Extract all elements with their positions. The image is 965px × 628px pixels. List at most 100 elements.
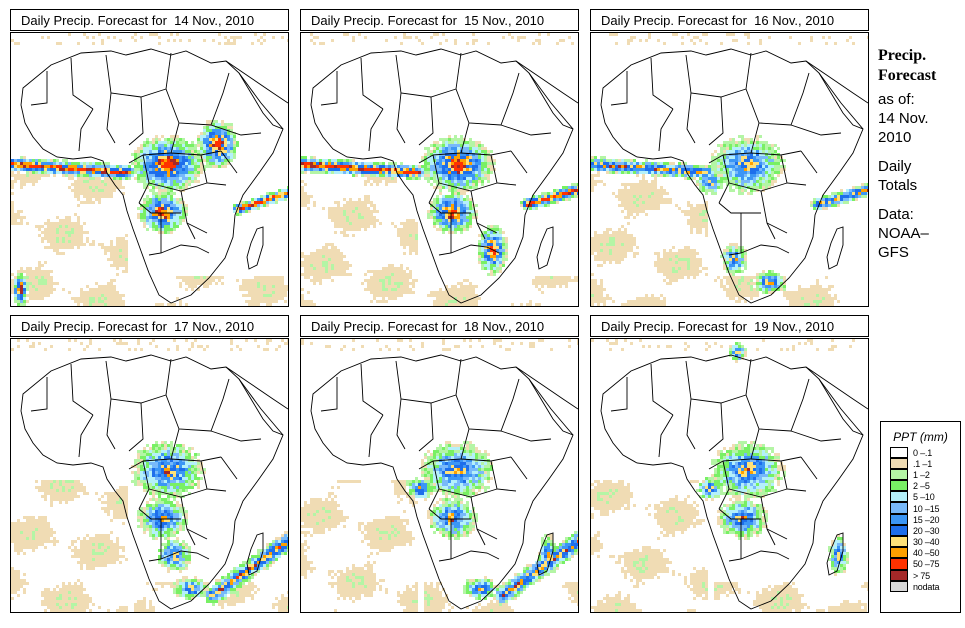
country-border: [745, 358, 752, 396]
country-border: [510, 456, 528, 480]
country-border: [500, 72, 520, 126]
legend-swatch: [890, 457, 908, 469]
legend-title: PPT (mm): [893, 430, 948, 444]
legend-label: 50 –75: [913, 559, 940, 570]
legend-swatch: [890, 524, 908, 536]
country-border: [138, 508, 181, 520]
data-source-line3: GFS: [878, 244, 909, 261]
legend-item: 40 –50: [890, 547, 960, 559]
legend-item: .1 –1: [890, 457, 960, 469]
precip-field: [11, 339, 288, 612]
panel-title: Daily Precip. Forecast for 17 Nov., 2010: [10, 315, 289, 337]
legend-label: nodata: [913, 581, 940, 592]
africa-map: [591, 33, 868, 306]
panel-title: Daily Precip. Forecast for 16 Nov., 2010: [590, 9, 869, 31]
country-border: [186, 528, 196, 546]
country-border: [418, 402, 434, 452]
country-border: [70, 57, 94, 110]
country-border: [368, 414, 384, 458]
country-border: [220, 456, 238, 480]
country-border: [418, 154, 434, 164]
country-border: [685, 54, 747, 98]
africa-coastline: [20, 354, 284, 610]
country-border: [180, 496, 208, 540]
country-border: [428, 202, 471, 214]
country-border: [210, 72, 230, 126]
legend-label: 1 –2: [913, 469, 930, 480]
country-border: [78, 414, 94, 458]
country-border: [760, 496, 788, 540]
country-borders: [600, 48, 868, 304]
country-border: [708, 154, 724, 164]
country-border: [658, 108, 674, 152]
africa-map: [301, 339, 578, 612]
legend-label: 20 –30: [913, 525, 940, 536]
country-border: [790, 378, 810, 432]
country-border: [745, 88, 792, 126]
country-border: [760, 190, 788, 234]
legend-label: 0 –.1: [913, 447, 933, 458]
country-border: [800, 150, 818, 174]
country-border: [160, 550, 210, 560]
precip-map: [300, 32, 579, 307]
precip-map: [10, 338, 289, 613]
country-border: [455, 52, 462, 90]
country-border: [320, 71, 338, 106]
country-border: [718, 202, 761, 214]
country-border: [396, 92, 406, 144]
legend: PPT (mm) 0 –.1.1 –1 1 –2 2 –5 5 –10 10 –15 15…: [880, 421, 961, 613]
country-border: [766, 222, 776, 240]
legend-item: 10 –15: [890, 502, 960, 514]
africa-coastline: [600, 48, 864, 304]
country-border: [128, 154, 144, 164]
panel-title: Daily Precip. Forecast for 18 Nov., 2010: [300, 315, 579, 337]
country-border: [368, 108, 384, 152]
country-border: [718, 508, 761, 520]
legend-swatch: [890, 491, 908, 503]
legend-item: 15 –20: [890, 513, 960, 525]
legend-label: 5 –10: [913, 492, 935, 503]
totals-line1: Daily: [878, 158, 912, 175]
country-border: [165, 88, 212, 126]
legend-swatch: [890, 446, 908, 458]
precip-map: [300, 338, 579, 613]
country-border: [165, 52, 172, 90]
arabian-peninsula-coastline: [515, 60, 578, 130]
country-border: [476, 528, 486, 546]
country-border: [160, 244, 210, 254]
country-borders: [20, 354, 288, 610]
africa-map: [301, 33, 578, 306]
legend-rows: 0 –.1.1 –1 1 –2 2 –5 5 –10 10 –15 15 –20 20 –3…: [881, 446, 960, 592]
country-border: [455, 88, 502, 126]
country-border: [708, 402, 724, 452]
legend-swatch: [890, 480, 908, 492]
country-border: [500, 124, 552, 136]
as-of-date-line1: 14 Nov.: [878, 110, 929, 127]
legend-item: 20 –30: [890, 524, 960, 536]
arabian-peninsula-coastline: [225, 366, 288, 436]
country-border: [455, 394, 502, 432]
country-border: [395, 360, 457, 404]
panel-title: Daily Precip. Forecast for 15 Nov., 2010: [300, 9, 579, 31]
country-border: [790, 72, 810, 126]
country-borders: [310, 354, 578, 610]
africa-map: [11, 33, 288, 306]
africa-coastline: [310, 48, 574, 304]
country-border: [708, 96, 724, 146]
panel-title: Daily Precip. Forecast for 14 Nov., 2010: [10, 9, 289, 31]
country-border: [186, 222, 196, 240]
legend-label: .1 –1: [913, 458, 933, 469]
country-border: [320, 377, 338, 412]
arabian-peninsula-coastline: [515, 366, 578, 436]
country-border: [490, 460, 517, 492]
precip-field: [591, 33, 868, 306]
side-info: Precip. Forecast as of: 14 Nov. 2010 Dai…: [878, 46, 963, 262]
country-border: [685, 360, 747, 404]
africa-coastline: [600, 354, 864, 610]
precip-map: [590, 32, 869, 307]
africa-map: [11, 339, 288, 612]
country-border: [500, 430, 552, 442]
legend-item: 50 –75: [890, 558, 960, 570]
country-border: [610, 71, 628, 106]
data-source-line1: Data:: [878, 206, 914, 223]
